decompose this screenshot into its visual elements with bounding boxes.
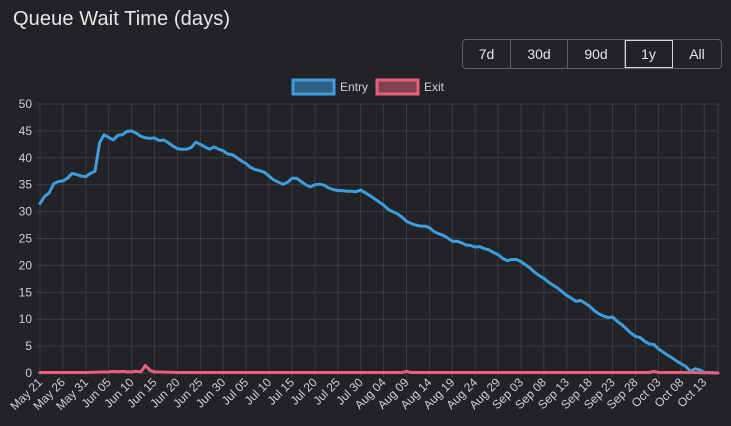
y-tick-label: 15 bbox=[19, 285, 33, 299]
exit-series-line bbox=[38, 364, 720, 375]
page-title: Queue Wait Time (days) bbox=[13, 8, 231, 30]
y-tick-label: 35 bbox=[19, 178, 33, 192]
range-button-all[interactable]: All bbox=[689, 46, 705, 62]
y-tick-label: 40 bbox=[19, 151, 33, 165]
y-tick-label: 45 bbox=[19, 124, 33, 138]
range-button-7d[interactable]: 7d bbox=[463, 40, 511, 68]
range-button-90d[interactable]: 90d bbox=[568, 40, 625, 68]
y-tick-label: 25 bbox=[19, 232, 33, 246]
legend-swatch-exit bbox=[375, 78, 420, 96]
legend-label-exit: Exit bbox=[424, 80, 445, 94]
y-tick-label: 0 bbox=[25, 366, 32, 380]
y-tick-label: 30 bbox=[19, 205, 33, 219]
y-tick-label: 50 bbox=[19, 97, 33, 111]
range-button-1y[interactable]: 1y bbox=[625, 40, 673, 68]
y-tick-label: 5 bbox=[25, 339, 32, 353]
range-button-30d[interactable]: 30d bbox=[511, 40, 568, 68]
legend-swatch-entry bbox=[291, 78, 336, 96]
y-tick-label: 10 bbox=[19, 312, 33, 326]
entry-series-line bbox=[38, 129, 720, 375]
time-range-selector: 7d 30d 90d 1y All bbox=[462, 39, 722, 69]
legend-label-entry: Entry bbox=[340, 80, 368, 94]
y-tick-label: 20 bbox=[19, 258, 33, 272]
